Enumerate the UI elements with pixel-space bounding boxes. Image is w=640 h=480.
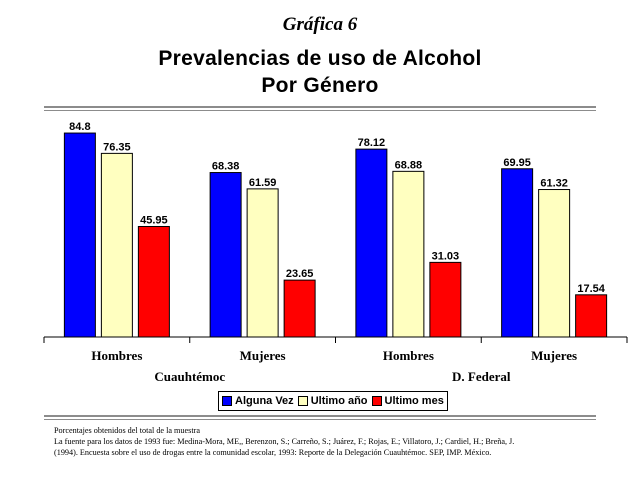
- top-rule-thin: [44, 110, 596, 111]
- data-label: 23.65: [286, 268, 314, 280]
- bar: [137, 225, 170, 338]
- bottom-rule-thin: [44, 419, 596, 420]
- data-label: 31.03: [432, 250, 460, 262]
- bottom-rule: [44, 415, 596, 417]
- data-label: 78.12: [358, 137, 386, 149]
- group-label: D. Federal: [452, 369, 511, 384]
- chart-title-line1: Prevalencias de uso de Alcohol: [158, 47, 482, 70]
- legend: Alguna Vez Ultimo año Ultimo mes: [218, 391, 448, 411]
- data-label: 76.35: [103, 141, 131, 153]
- group-label: Cuauhtémoc: [154, 369, 225, 384]
- figure-label: Gráfica 6: [282, 14, 358, 35]
- bar: [100, 152, 133, 338]
- source-notes: Porcentajes obtenidos del total de la mu…: [54, 425, 614, 458]
- data-label: 61.59: [249, 177, 277, 189]
- data-label: 45.95: [140, 214, 168, 226]
- bar: [501, 168, 534, 338]
- legend-swatch-alguna-vez: [222, 396, 232, 406]
- bar: [63, 132, 96, 338]
- bar: [209, 172, 242, 338]
- bar: [429, 261, 462, 338]
- bar: [355, 148, 388, 338]
- legend-item-ultimo-mes: Ultimo mes: [371, 395, 444, 407]
- x-tick-label: Hombres: [91, 348, 142, 363]
- bar: [575, 294, 608, 338]
- chart-title-line2: Por Género: [261, 74, 379, 97]
- top-rule: [44, 106, 596, 108]
- note-line: La fuente para los datos de 1993 fue: Me…: [54, 437, 515, 446]
- legend-swatch-ultimo-ano: [297, 396, 308, 406]
- x-tick-label: Hombres: [383, 348, 434, 363]
- data-label: 84.8: [69, 121, 90, 133]
- bar: [283, 279, 316, 338]
- legend-item-ultimo-ano: Ultimo año: [297, 395, 368, 407]
- legend-item-alguna-vez: Alguna Vez: [222, 395, 294, 407]
- note-line: (1994). Encuesta sobre el uso de drogas …: [54, 448, 492, 457]
- data-label: 61.32: [540, 178, 568, 190]
- x-tick-label: Mujeres: [240, 348, 286, 363]
- legend-label-ultimo-mes: Ultimo mes: [384, 395, 444, 407]
- data-label: 68.38: [212, 161, 240, 173]
- note-line: Porcentajes obtenidos del total de la mu…: [54, 426, 200, 435]
- data-label: 17.54: [577, 283, 605, 295]
- bar: [246, 188, 279, 338]
- legend-label-alguna-vez: Alguna Vez: [235, 395, 294, 407]
- legend-label-ultimo-ano: Ultimo año: [310, 395, 368, 407]
- data-label: 68.88: [395, 159, 423, 171]
- x-tick-label: Mujeres: [531, 348, 577, 363]
- data-label: 69.95: [503, 157, 531, 169]
- bar: [392, 170, 425, 338]
- legend-swatch-ultimo-mes: [371, 396, 382, 406]
- bar: [538, 189, 571, 338]
